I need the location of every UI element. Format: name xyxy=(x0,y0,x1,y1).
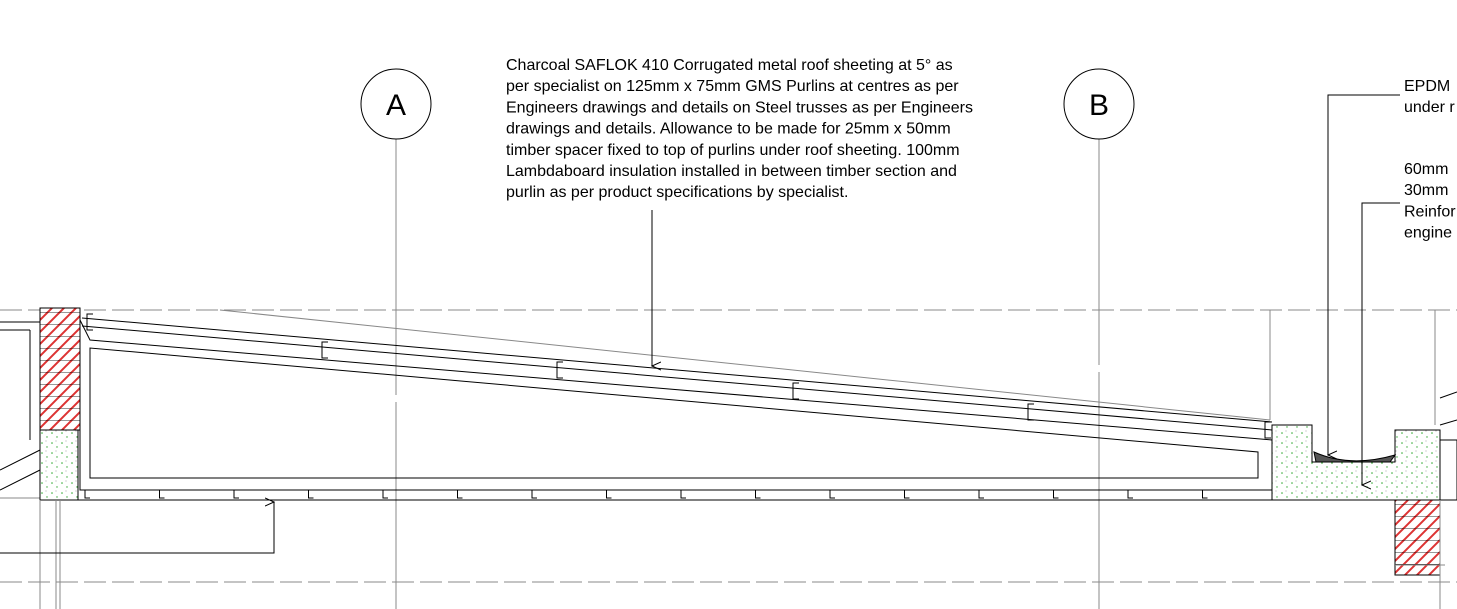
purlin xyxy=(1027,403,1034,421)
purlin xyxy=(1202,489,1208,499)
purlin xyxy=(531,489,537,499)
purlin xyxy=(321,341,328,359)
purlin xyxy=(457,489,463,499)
note-line: 30mm xyxy=(1404,182,1448,199)
purlin xyxy=(1264,421,1271,439)
purlin xyxy=(1053,489,1059,499)
note-line: Lambdaboard insulation installed in betw… xyxy=(506,163,957,180)
note-line: Reinfor xyxy=(1404,203,1456,220)
purlin xyxy=(755,489,761,499)
drawing-lines xyxy=(0,68,1457,609)
purlin xyxy=(904,489,910,499)
purlin xyxy=(308,489,314,499)
note-line: under r xyxy=(1404,99,1455,116)
purlin xyxy=(606,489,612,499)
purlin xyxy=(382,489,388,499)
purlin xyxy=(978,489,984,499)
note-line: 60mm xyxy=(1404,161,1448,178)
purlin xyxy=(233,489,239,499)
note-line: Charcoal SAFLOK 410 Corrugated metal roo… xyxy=(506,57,953,74)
note-line: purlin as per product specifications by … xyxy=(506,184,848,201)
purlin xyxy=(556,361,563,379)
note-line: timber spacer fixed to top of purlins un… xyxy=(506,142,960,159)
grid-label: A xyxy=(386,89,406,122)
note-line: Engineers drawings and details on Steel … xyxy=(506,99,973,116)
purlin xyxy=(159,489,165,499)
purlin xyxy=(1127,489,1133,499)
purlin xyxy=(680,489,686,499)
note-line: per specialist on 125mm x 75mm GMS Purli… xyxy=(506,78,959,95)
grid-label: B xyxy=(1089,89,1109,122)
purlin xyxy=(792,382,799,400)
purlin xyxy=(86,313,93,331)
note-line: engine xyxy=(1404,225,1452,242)
purlin xyxy=(829,489,835,499)
note-line: EPDM xyxy=(1404,78,1450,95)
purlin xyxy=(84,489,90,499)
note-line: drawings and details. Allowance to be ma… xyxy=(506,121,951,138)
